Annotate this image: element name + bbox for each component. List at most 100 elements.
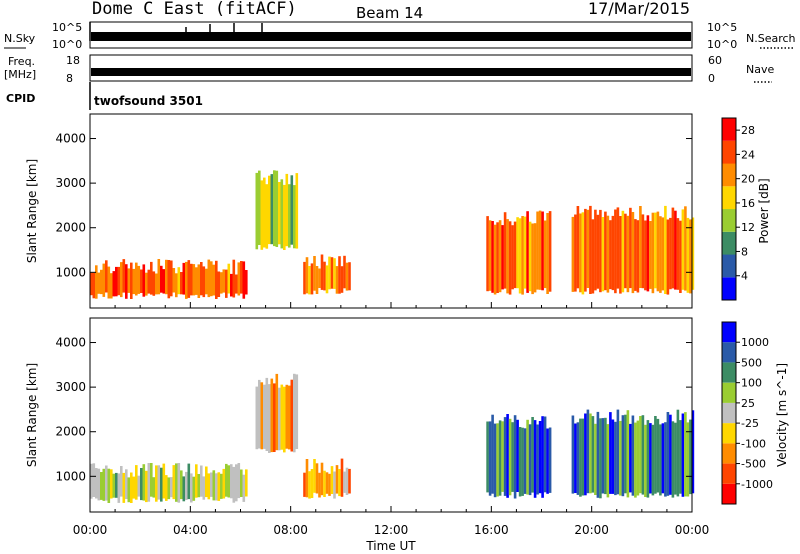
colorbar-tick-label: 25 <box>741 397 755 410</box>
heatmap-cell <box>240 261 243 294</box>
heatmap-cell <box>318 472 321 498</box>
colorbar-tick-label: 8 <box>741 245 748 258</box>
heatmap-cell <box>323 261 326 291</box>
heatmap-cell <box>543 416 547 493</box>
heatmap-cell <box>192 264 196 296</box>
heatmap-cell <box>649 221 652 289</box>
heatmap-cell <box>684 412 687 497</box>
heatmap-cell <box>671 421 675 498</box>
heatmap-cell <box>242 474 246 502</box>
heatmap-cell <box>210 472 213 497</box>
heatmap-cell <box>105 260 108 293</box>
heatmap-cell <box>165 259 168 295</box>
heatmap-cell <box>651 424 655 496</box>
heatmap-cell <box>170 260 173 297</box>
heatmap-cell <box>222 468 226 499</box>
heatmap-cell <box>601 217 605 292</box>
heatmap-cell <box>152 477 156 498</box>
colorbar-segment <box>722 402 736 424</box>
heatmap-cell <box>255 172 259 250</box>
heatmap-cell <box>293 185 296 249</box>
heatmap-cell <box>260 382 264 450</box>
heatmap-cell <box>621 415 625 497</box>
heatmap-cell <box>491 414 494 494</box>
heatmap-cell <box>619 216 622 294</box>
station-title: Dome C East (fitACF) <box>92 0 297 19</box>
heatmap-cell <box>162 463 166 499</box>
heatmap-cell <box>651 212 655 294</box>
heatmap-cell <box>621 210 625 293</box>
heatmap-cell <box>611 419 615 494</box>
heatmap-cell <box>232 466 236 503</box>
heatmap-cell <box>649 423 652 494</box>
heatmap-cell <box>348 262 351 291</box>
heatmap-cell <box>508 221 512 295</box>
colorbar-tick-label: 16 <box>741 197 755 210</box>
heatmap-cell <box>656 418 660 493</box>
heatmap-cell <box>97 272 101 294</box>
heatmap-cell <box>242 261 246 299</box>
heatmap-cell <box>523 428 527 494</box>
colorbar-segment <box>722 118 736 141</box>
heatmap-cell <box>586 409 590 494</box>
heatmap-cell <box>135 465 138 500</box>
heatmap-cell <box>222 269 226 293</box>
y-tick-label: 3000 <box>55 380 86 394</box>
nsearch-tick-bottom: 10^0 <box>707 38 737 51</box>
x-tick-label: 00:00 <box>73 523 108 537</box>
heatmap-cell <box>671 207 675 289</box>
colorbar-segment <box>722 209 736 232</box>
heatmap-cell <box>511 225 514 290</box>
heatmap-cell <box>200 465 203 497</box>
heatmap-cell <box>594 423 597 495</box>
heatmap-cell <box>127 268 131 293</box>
heatmap-cell <box>626 215 630 293</box>
heatmap-cell <box>270 174 274 245</box>
heatmap-cell <box>691 410 695 494</box>
heatmap-cell <box>335 465 339 494</box>
heatmap-cell <box>235 464 238 502</box>
heatmap-cell <box>616 409 620 495</box>
heatmap-cell <box>283 386 286 453</box>
heatmap-cell <box>521 427 524 496</box>
nsky-tick-bottom: 10^0 <box>52 38 82 51</box>
heatmap-cell <box>263 177 266 248</box>
heatmap-cell <box>142 464 146 501</box>
heatmap-cell <box>328 256 331 290</box>
colorbar-tick-label: 1000 <box>741 336 769 349</box>
heatmap-cell <box>333 471 336 499</box>
velocity-colorbar: -1000 -500 -100 -25 25 100 500 1000 <box>721 321 773 505</box>
heatmap-cell <box>135 262 138 296</box>
heatmap-cell <box>333 258 336 289</box>
heatmap-cell <box>609 412 612 494</box>
heatmap-cell <box>340 266 344 293</box>
heatmap-cell <box>290 175 294 245</box>
x-tick-label: 20:00 <box>574 523 609 537</box>
heatmap-cell <box>182 476 186 502</box>
x-tick-label: 00:00 <box>675 523 710 537</box>
heatmap-cell <box>130 262 133 299</box>
heatmap-cell <box>145 272 148 296</box>
heatmap-cell <box>190 263 193 296</box>
heatmap-cell <box>232 259 236 298</box>
colorbar-segment <box>722 163 736 187</box>
heatmap-cell <box>288 184 291 248</box>
heatmap-cell <box>330 257 334 289</box>
cpid-value: twofsound 3501 <box>94 94 203 108</box>
heatmap-cell <box>634 422 637 498</box>
heatmap-cell <box>528 424 532 496</box>
nsky-trace <box>91 32 691 41</box>
heatmap-cell <box>516 217 519 289</box>
heatmap-cell <box>120 466 123 497</box>
heatmap-cell <box>343 471 346 493</box>
colorbar-segment <box>722 423 736 444</box>
heatmap-cell <box>546 213 549 294</box>
heatmap-cell <box>165 475 168 501</box>
heatmap-cell <box>162 269 166 294</box>
colorbar-frame <box>721 321 737 505</box>
heatmap-cell <box>197 474 201 498</box>
colorbar-tick-label: 4 <box>741 270 748 283</box>
heatmap-cell <box>160 265 163 293</box>
heatmap-cell <box>636 420 640 496</box>
